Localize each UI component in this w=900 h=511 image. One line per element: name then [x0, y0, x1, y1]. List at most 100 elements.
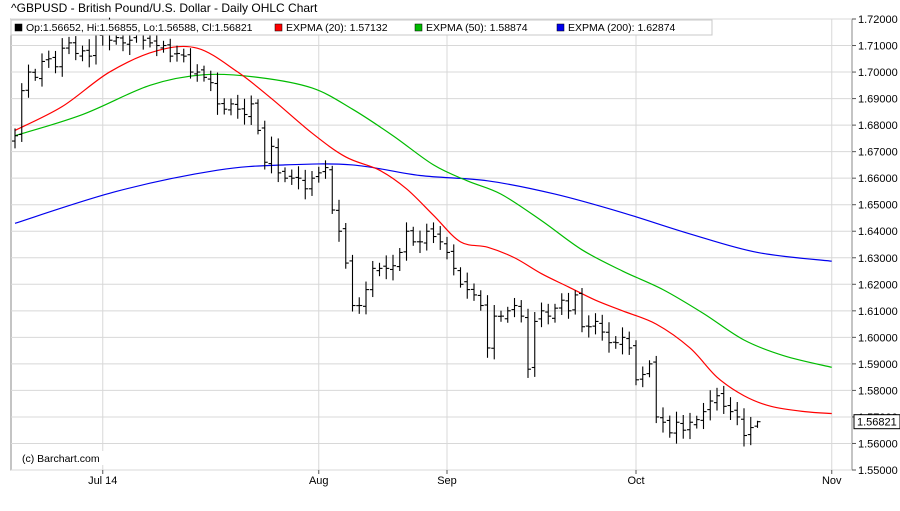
ohlc-bar [72, 36, 79, 61]
y-tick-label: 1.70000 [858, 67, 898, 79]
y-tick-label: 1.68000 [858, 120, 898, 132]
ohlc-bar [228, 98, 234, 116]
legend-background [10, 19, 713, 36]
ohlc-bar [383, 255, 390, 280]
y-tick-label: 1.58000 [858, 385, 898, 397]
x-tick-label: Aug [309, 475, 329, 487]
ohlc-bar [194, 64, 201, 82]
ohlc-bar [288, 169, 295, 185]
x-tick-label: Nov [822, 475, 842, 487]
ohlc-bar [707, 390, 714, 421]
ohlc-bar [626, 331, 633, 355]
y-tick-label: 1.71000 [858, 41, 898, 53]
ohlc-bar [329, 165, 336, 214]
x-tick-label: Sep [437, 475, 457, 487]
ohlc-bar [214, 72, 221, 115]
ohlc-bar [52, 50, 59, 74]
ohlc-bar [531, 312, 538, 377]
ema20-line [14, 45, 832, 415]
ohlc-bar [147, 33, 153, 48]
watermark: (c) Barchart.com [22, 453, 100, 465]
ohlc-bar [552, 303, 558, 323]
ohlc-bar [234, 94, 241, 119]
ohlc-bar [255, 99, 261, 135]
legend-swatch-ohlc [14, 23, 23, 32]
ohlc-bar [356, 297, 363, 314]
ohlc-bar [363, 281, 369, 315]
y-tick-label: 1.56000 [858, 438, 898, 450]
ohlc-bar [606, 322, 612, 353]
ohlc-bar [525, 308, 531, 378]
legend-text-ema50: EXPMA (50): 1.58874 [426, 22, 528, 34]
ohlc-bar [545, 303, 552, 325]
ohlc-bar [498, 310, 504, 322]
ohlc-bar [457, 267, 464, 288]
ema200-series [14, 163, 832, 262]
y-tick-label: 1.63000 [858, 253, 898, 265]
grid [11, 18, 852, 471]
y-tick-label: 1.60000 [858, 332, 898, 344]
ohlc-bar [437, 226, 444, 250]
y-tick-label: 1.69000 [858, 94, 898, 106]
ohlc-bar [666, 415, 673, 438]
ohlc-bar [558, 293, 565, 315]
ohlc-bar [18, 83, 25, 142]
ohlc-bar [174, 45, 180, 62]
x-tick-label: Jul 14 [88, 475, 117, 487]
ohlc-bar [180, 48, 187, 63]
legend-swatch-ema50 [414, 23, 423, 32]
ohlc-bar [268, 136, 275, 174]
ohlc-bar [45, 50, 52, 68]
ohlc-bar [727, 397, 734, 420]
ohlc-bar [79, 45, 86, 62]
y-tick-label: 1.65000 [858, 200, 898, 212]
legend: Op:1.56652, Hi:1.56855, Lo:1.56588, Cl:1… [10, 19, 713, 36]
last-close-box [853, 414, 900, 430]
ohlc-bar [687, 412, 693, 440]
ohlc-bar [241, 98, 248, 125]
ohlc-bar [585, 315, 592, 338]
ohlc-bar [376, 262, 383, 277]
ohlc-bar [248, 95, 255, 125]
plot-frame [10, 18, 853, 471]
ohlc-bar [612, 336, 619, 349]
ohlc-bar [396, 248, 403, 271]
y-tick-label: 1.61000 [858, 306, 898, 318]
ohlc-bar [322, 160, 329, 179]
ohlc-bar [187, 48, 194, 79]
ohlc-bar [504, 306, 511, 323]
last-close-label: 1.56821 [857, 417, 897, 429]
ohlc-bar [444, 236, 450, 260]
ohlc-bar [25, 64, 32, 98]
legend-text-ema20: EXPMA (20): 1.57132 [286, 22, 388, 34]
ohlc-bar [113, 33, 120, 45]
y-tick-label: 1.64000 [858, 226, 898, 238]
ohlc-bar [59, 38, 66, 77]
ohlc-bar [221, 98, 228, 115]
ohlc-bar [336, 199, 342, 242]
ohlc-bar [700, 402, 707, 430]
ema50-line [14, 73, 832, 368]
legend-swatch-ema200 [556, 23, 565, 32]
ohlc-bar [167, 38, 174, 63]
last-close-marker: 1.56821 [853, 414, 900, 430]
ohlc-bar [86, 39, 93, 68]
legend-swatch-ema20 [274, 23, 283, 32]
ohlc-bar [430, 222, 437, 244]
ohlc-bar [261, 120, 268, 170]
legend-text-ohlc: Op:1.56652, Hi:1.56855, Lo:1.56588, Cl:1… [26, 22, 253, 34]
chart-title: ^GBPUSD - British Pound/U.S. Dollar - Da… [11, 1, 318, 15]
ohlc-bar [599, 314, 606, 341]
ohlc-bar [32, 68, 39, 81]
ohlc-bars [12, 17, 761, 447]
ohlc-bar [660, 407, 666, 433]
ohlc-bar [309, 171, 315, 196]
ohlc-bar [160, 40, 167, 53]
ohlc-bar [653, 355, 660, 424]
ohlc-bar [207, 70, 214, 92]
ohlc-bar [471, 283, 477, 301]
ohlc-bar [349, 254, 356, 312]
ohlc-bar [565, 292, 572, 319]
ohlc-bar [201, 65, 207, 82]
watermark-box [19, 451, 111, 465]
